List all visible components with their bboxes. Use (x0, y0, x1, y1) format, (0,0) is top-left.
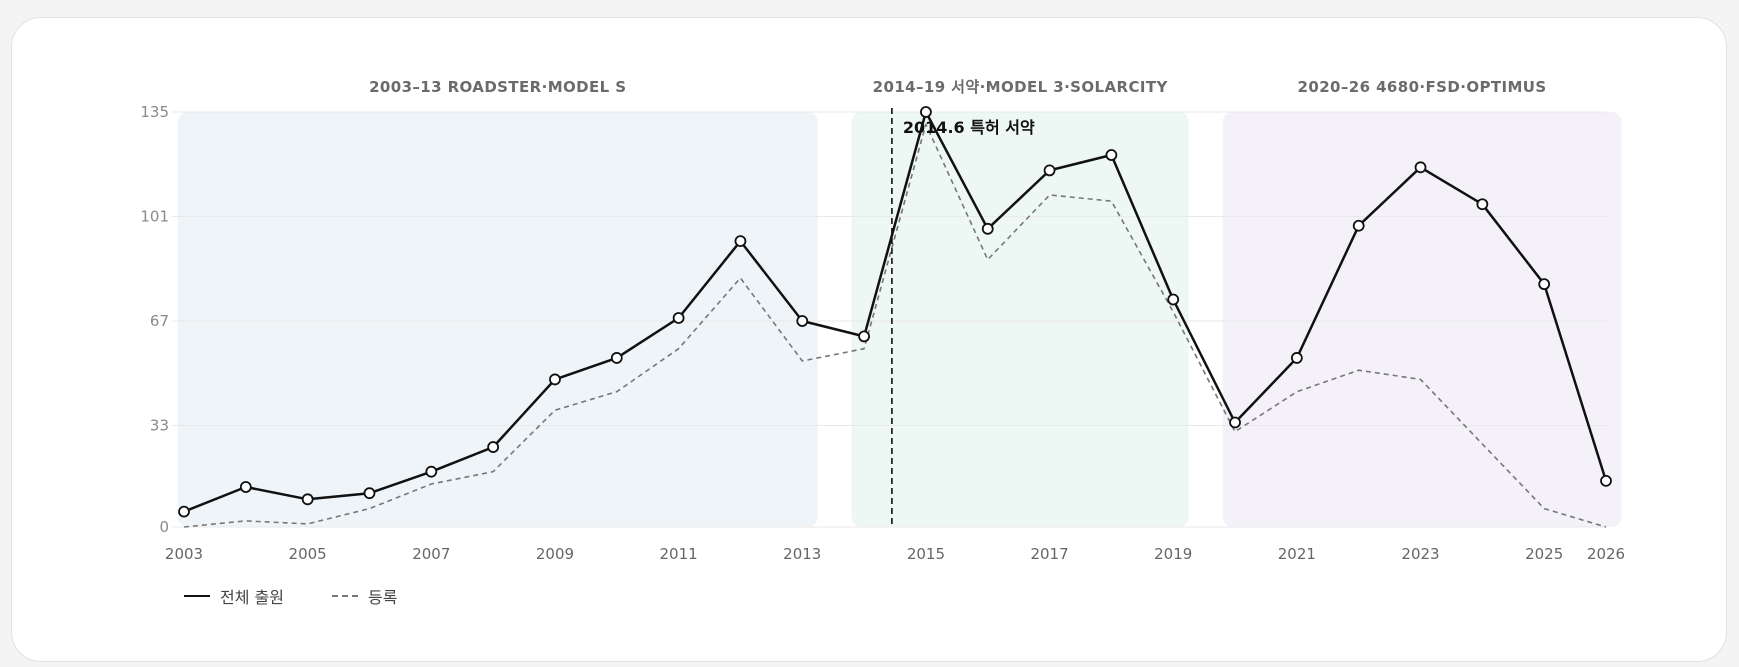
series-line-1 (183, 123, 1607, 528)
y-tick-label: 135 (140, 103, 169, 121)
legend-label-total: 전체 출원 (220, 588, 284, 607)
data-point (981, 222, 994, 235)
data-point (549, 373, 561, 386)
legend-item-total: 전체 출원 (184, 584, 284, 608)
period-label-2: 2020–26 4680·FSD·OPTIMUS (1298, 78, 1547, 96)
legend-label-registered: 등록 (367, 588, 398, 607)
data-point (858, 330, 870, 343)
legend-item-registered: 등록 (331, 584, 398, 608)
data-point (610, 352, 623, 364)
x-tick-label: 2013 (783, 545, 821, 563)
data-point (1229, 416, 1241, 429)
x-tick-label: 2021 (1278, 545, 1316, 563)
x-tick-label: 2003 (165, 545, 203, 563)
gridlines (172, 111, 1606, 528)
period-label-1: 2014–19 서약·MODEL 3·SOLARCITY (873, 78, 1169, 96)
data-point (1105, 149, 1118, 161)
x-tick-label: 2025 (1525, 545, 1563, 563)
data-point (1167, 293, 1180, 306)
data-point (796, 315, 809, 327)
annotation: 2014.6 특허 서약 (891, 108, 1035, 527)
legend: 전체 출원 등록 (184, 584, 397, 608)
series-markers (178, 106, 1612, 518)
x-axis-ticks: 2003 2005 2007 2009 2011 2013 2015 2017 2019 2021… (165, 545, 1625, 563)
x-tick-label: 2007 (412, 545, 450, 563)
legend-swatch-dashed (331, 595, 358, 597)
y-tick-label: 101 (140, 208, 169, 226)
period-band-0 (177, 112, 818, 527)
period-band-2 (1222, 112, 1622, 527)
period-labels: 2003–13 ROADSTER·MODEL S 2014–19 서약·MODEL… (369, 78, 1547, 96)
data-point (1600, 474, 1612, 487)
data-point (1538, 278, 1551, 291)
data-point (487, 441, 500, 453)
y-tick-label: 67 (150, 312, 169, 330)
data-point (920, 106, 932, 118)
x-tick-label: 2019 (1154, 545, 1192, 563)
x-tick-label: 2005 (289, 545, 327, 563)
data-point (1352, 219, 1365, 232)
legend-swatch-solid (184, 595, 210, 597)
data-point (301, 493, 314, 506)
x-tick-label: 2011 (660, 545, 698, 563)
x-tick-label: 2023 (1401, 545, 1439, 563)
data-point (178, 505, 190, 518)
data-point (1043, 164, 1056, 177)
period-bands (177, 112, 1622, 527)
data-point (1290, 352, 1303, 364)
x-tick-label: 2015 (907, 545, 945, 563)
y-tick-label: 0 (159, 518, 169, 536)
data-point (672, 312, 685, 324)
annotation-label: 2014.6 특허 서약 (903, 118, 1035, 137)
data-point (1414, 161, 1427, 174)
data-point (363, 487, 376, 500)
y-tick-label: 33 (150, 417, 169, 435)
data-point (425, 465, 438, 478)
data-point (734, 235, 747, 248)
y-axis-ticks: 0 33 67 101 135 (140, 103, 169, 536)
x-tick-label: 2026 (1587, 545, 1625, 563)
series-line-0 (183, 110, 1608, 513)
period-band-1 (851, 112, 1189, 527)
x-tick-label: 2009 (536, 545, 574, 563)
data-point (1476, 198, 1489, 211)
x-tick-label: 2017 (1030, 545, 1068, 563)
period-label-0: 2003–13 ROADSTER·MODEL S (369, 78, 626, 96)
data-point (239, 481, 252, 493)
series-lines (183, 110, 1608, 528)
